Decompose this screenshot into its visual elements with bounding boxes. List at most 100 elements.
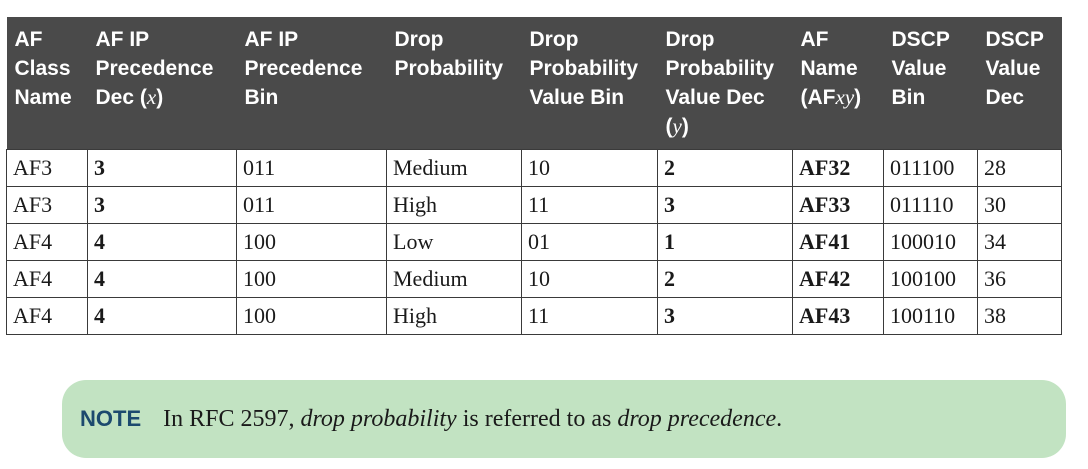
cell-af-ip-precedence-dec: 4: [87, 260, 237, 298]
header-text-fragment: xy: [835, 85, 855, 109]
cell-af-ip-precedence-bin: 100: [236, 297, 387, 335]
header-af-class-name: AF Class Name: [6, 17, 88, 150]
header-text-fragment: Drop: [529, 28, 579, 51]
cell-dscp-value-dec: 38: [977, 297, 1062, 335]
header-text-fragment: Drop: [394, 28, 444, 51]
cell-af-name: AF42: [792, 260, 884, 298]
header-text-fragment: ): [854, 86, 862, 109]
cell-af-name: AF43: [792, 297, 884, 335]
header-text-fragment: Probability: [394, 57, 504, 80]
cell-drop-probability-value-dec: 1: [657, 223, 793, 261]
table-row: AF4 4 100 High 11 3 AF43 100110 38: [6, 297, 1062, 335]
cell-af-name: AF41: [792, 223, 884, 261]
cell-drop-probability: Medium: [386, 260, 522, 298]
cell-af-class-name: AF4: [6, 260, 88, 298]
cell-af-class-name: AF4: [6, 223, 88, 261]
cell-af-name: AF33: [792, 186, 884, 224]
cell-drop-probability-value-bin: 10: [521, 149, 658, 187]
note-term-drop-probability: drop probability: [300, 405, 457, 432]
header-text-fragment: DSCP: [891, 28, 950, 51]
header-text-fragment: DSCP: [985, 28, 1044, 51]
header-text-fragment: y: [672, 114, 682, 138]
cell-dscp-value-dec: 28: [977, 149, 1062, 187]
header-text-fragment: x: [146, 85, 157, 109]
header-text-fragment: Value: [891, 57, 947, 80]
header-text-fragment: (AF: [800, 86, 836, 109]
cell-drop-probability: High: [386, 186, 522, 224]
note-text-before: In RFC 2597,: [163, 405, 301, 432]
cell-af-ip-precedence-dec: 4: [87, 297, 237, 335]
cell-drop-probability-value-dec: 3: [657, 186, 793, 224]
header-text-fragment: Class: [14, 57, 71, 80]
table-row: AF3 3 011 Medium 10 2 AF32 011100 28: [6, 149, 1062, 187]
cell-drop-probability-value-dec: 3: [657, 297, 793, 335]
header-text-fragment: (: [665, 115, 673, 138]
cell-af-ip-precedence-bin: 011: [236, 186, 387, 224]
cell-af-class-name: AF3: [6, 149, 88, 187]
note-text-middle: is referred to as: [456, 405, 618, 432]
note-box: NOTE In RFC 2597, drop probability is re…: [62, 380, 1066, 458]
cell-dscp-value-bin: 011110: [883, 186, 978, 224]
header-text-fragment: Probability: [529, 57, 639, 80]
note-label: NOTE: [80, 406, 142, 431]
cell-af-class-name: AF3: [6, 186, 88, 224]
cell-af-class-name: AF4: [6, 297, 88, 335]
header-text-fragment: Precedence: [244, 57, 363, 80]
table-row: AF4 4 100 Medium 10 2 AF42 100100 36: [6, 260, 1062, 298]
header-text-fragment: AF: [800, 28, 829, 51]
cell-drop-probability: Low: [386, 223, 522, 261]
header-text-fragment: AF IP: [244, 28, 299, 51]
cell-af-name: AF32: [792, 149, 884, 187]
header-text-fragment: Dec (: [95, 86, 147, 109]
cell-drop-probability: High: [386, 297, 522, 335]
note-text: In RFC 2597, drop probability is referre…: [163, 406, 782, 433]
header-text-fragment: ): [681, 115, 689, 138]
header-text-fragment: Precedence: [95, 57, 214, 80]
cell-af-ip-precedence-bin: 011: [236, 149, 387, 187]
cell-dscp-value-bin: 100010: [883, 223, 978, 261]
cell-drop-probability-value-bin: 11: [521, 186, 658, 224]
cell-drop-probability-value-bin: 11: [521, 297, 658, 335]
header-text-fragment: Value Dec: [665, 86, 765, 109]
cell-af-ip-precedence-dec: 3: [87, 149, 237, 187]
header-dscp-value-bin: DSCP Value Bin: [883, 17, 978, 150]
cell-af-ip-precedence-bin: 100: [236, 223, 387, 261]
header-text-fragment: Value Bin: [529, 86, 625, 109]
header-af-name: AF Name (AFxy): [792, 17, 884, 150]
af-dscp-table: AF Class Name AF IP Precedence Dec (x) AF IP…: [6, 17, 1062, 335]
cell-drop-probability-value-dec: 2: [657, 149, 793, 187]
note-text-after: .: [776, 405, 783, 432]
cell-dscp-value-dec: 30: [977, 186, 1062, 224]
cell-dscp-value-bin: 011100: [883, 149, 978, 187]
cell-drop-probability-value-dec: 2: [657, 260, 793, 298]
note-term-drop-precedence: drop precedence: [617, 405, 777, 432]
cell-dscp-value-dec: 36: [977, 260, 1062, 298]
header-drop-probability: Drop Probability: [386, 17, 522, 150]
header-text-fragment: Value: [985, 57, 1041, 80]
cell-drop-probability-value-bin: 01: [521, 223, 658, 261]
cell-af-ip-precedence-dec: 3: [87, 186, 237, 224]
cell-dscp-value-dec: 34: [977, 223, 1062, 261]
cell-dscp-value-bin: 100110: [883, 297, 978, 335]
header-drop-probability-value-bin: Drop Probability Value Bin: [521, 17, 658, 150]
header-af-ip-precedence-bin: AF IP Precedence Bin: [236, 17, 387, 150]
table-header-row: AF Class Name AF IP Precedence Dec (x) AF IP…: [6, 17, 1062, 150]
header-text-fragment: ): [156, 86, 164, 109]
header-text-fragment: Probability: [665, 57, 775, 80]
table-row: AF3 3 011 High 11 3 AF33 011110 30: [6, 186, 1062, 224]
header-text-fragment: Bin: [244, 86, 279, 109]
cell-af-ip-precedence-dec: 4: [87, 223, 237, 261]
header-af-ip-precedence-dec: AF IP Precedence Dec (x): [87, 17, 237, 150]
header-text-fragment: Dec: [985, 86, 1025, 109]
header-text-fragment: AF IP: [95, 28, 150, 51]
cell-drop-probability: Medium: [386, 149, 522, 187]
header-text-fragment: Drop: [665, 28, 715, 51]
header-drop-probability-value-dec: Drop Probability Value Dec (y): [657, 17, 793, 150]
cell-drop-probability-value-bin: 10: [521, 260, 658, 298]
cell-dscp-value-bin: 100100: [883, 260, 978, 298]
header-text-fragment: Name: [14, 86, 72, 109]
table-row: AF4 4 100 Low 01 1 AF41 100010 34: [6, 223, 1062, 261]
header-dscp-value-dec: DSCP Value Dec: [977, 17, 1062, 150]
header-text-fragment: AF: [14, 28, 43, 51]
header-text-fragment: Name: [800, 57, 858, 80]
